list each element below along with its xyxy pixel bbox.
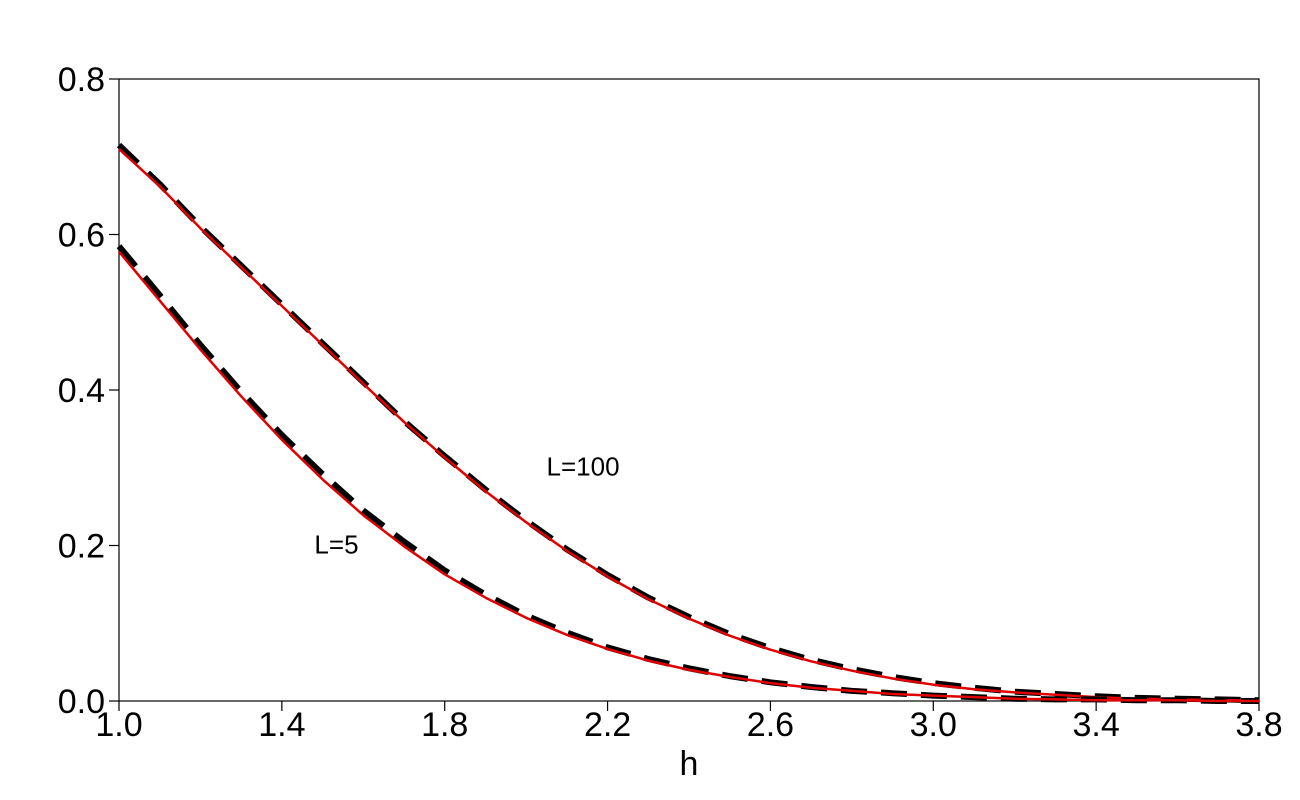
y-axis-ticks: 0.0 0.2 0.4 0.6 0.8: [58, 61, 119, 721]
x-tick-label: 2.6: [747, 706, 794, 744]
annotation-layer: L=100 L=5: [314, 452, 619, 560]
series-line-4: [118, 250, 1259, 703]
x-axis-title: h: [680, 745, 699, 783]
curve-label: L=5: [314, 529, 358, 559]
y-tick-label: 0.8: [58, 61, 105, 99]
x-tick-label: 1.0: [95, 706, 142, 744]
y-tick-label: 0.4: [58, 372, 105, 410]
series-line-2: [118, 148, 1259, 702]
x-tick-label: 3.4: [1073, 706, 1120, 744]
x-axis-ticks: 1.0 1.4 1.8 2.2 2.6 3.0 3.4 3.8: [95, 701, 1283, 744]
y-tick-label: 0.2: [58, 528, 105, 566]
x-tick-label: 1.4: [258, 706, 305, 744]
x-tick-label: 2.2: [584, 706, 631, 744]
y-tick-label: 0.0: [58, 683, 105, 721]
series-line-1: [116, 142, 1260, 704]
series-line-3: [116, 244, 1259, 704]
y-tick-label: 0.6: [58, 217, 105, 255]
x-tick-label: 3.8: [1235, 706, 1282, 744]
x-tick-label: 3.0: [910, 706, 957, 744]
curve-label: L=100: [547, 452, 620, 482]
series-layer: [116, 142, 1260, 704]
x-tick-label: 1.8: [421, 706, 468, 744]
plot-frame: [118, 78, 1260, 702]
